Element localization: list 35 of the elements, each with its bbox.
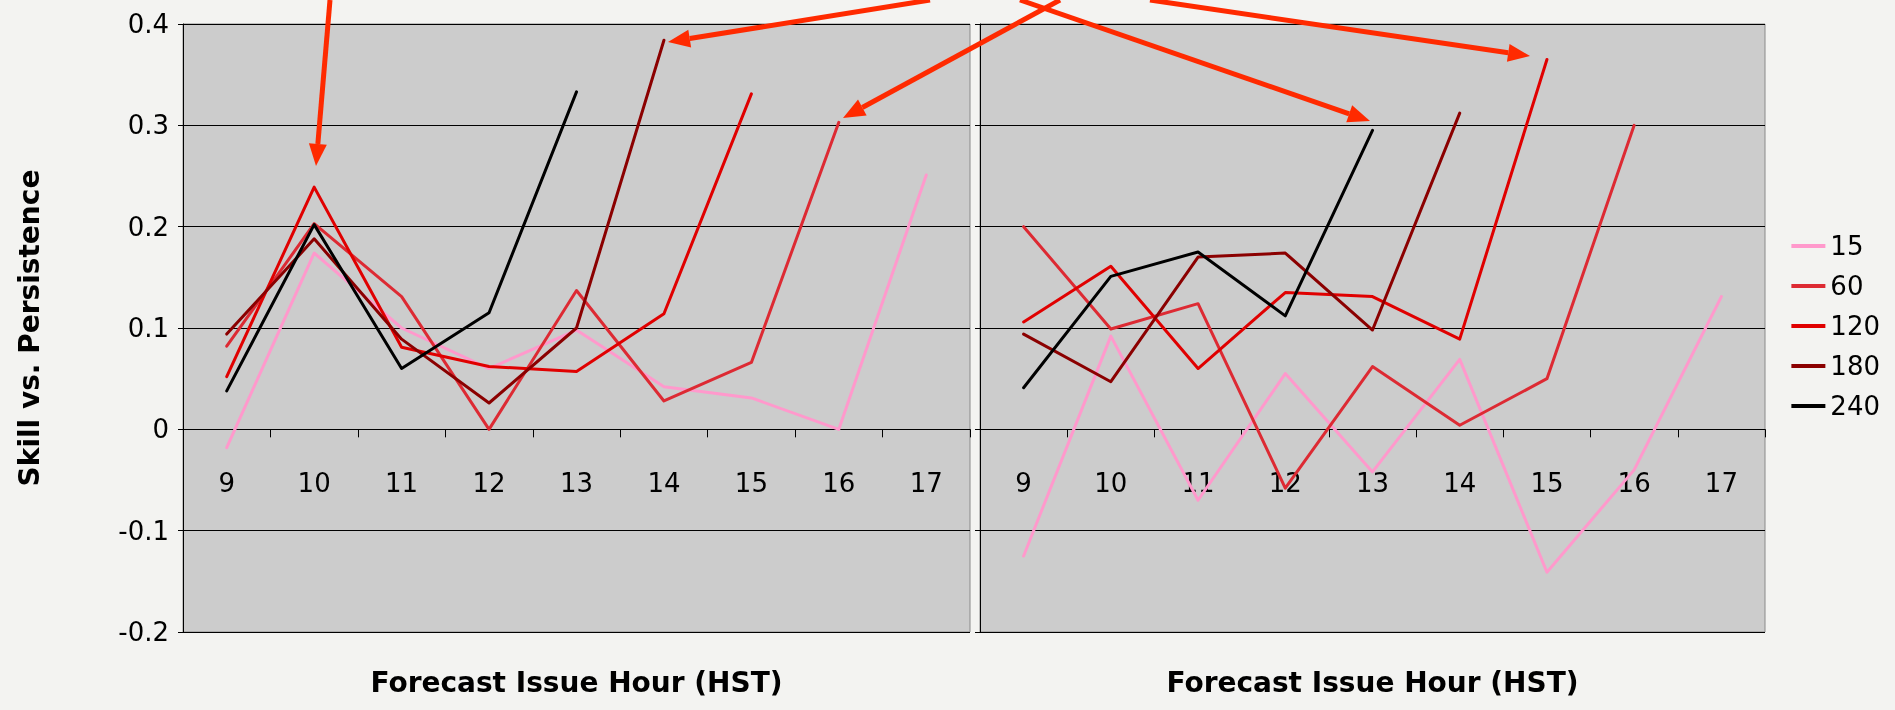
legend-label: 15 [1830,231,1864,261]
x-axis-title: Forecast Issue Hour (HST) [1166,665,1579,699]
x-tick-label: 11 [385,468,419,498]
x-tick-label: 16 [822,468,856,498]
x-tick-label: 10 [1094,468,1128,498]
x-tick-label: 14 [647,468,681,498]
y-tick-label: 0.4 [127,9,169,39]
x-axis-title: Forecast Issue Hour (HST) [370,665,783,699]
x-tick-label: 16 [1617,468,1651,498]
y-tick-label: 0.1 [127,313,169,343]
y-tick-label: 0 [152,414,169,445]
x-tick-label: 13 [559,468,594,498]
y-tick-label: 0.3 [127,110,169,141]
x-tick-label: 17 [1704,468,1738,498]
x-tick-label: 10 [297,468,331,498]
line-series [225,38,666,405]
x-tick-label: 14 [1443,468,1477,498]
y-tick-label: -0.2 [118,617,169,647]
x-tick-label: 15 [1530,468,1564,498]
line-series [225,92,753,379]
x-tick-label: 9 [1015,468,1032,498]
x-tick-label: 15 [734,468,768,498]
y-axis-title: Skill vs. Persistence [12,169,46,487]
x-tick-label: 9 [218,468,235,498]
legend-label: 180 [1830,351,1881,381]
legend-label: 240 [1830,391,1881,421]
x-tick-label: 13 [1355,468,1390,498]
y-tick-label: -0.1 [118,515,169,546]
legend-label: 60 [1830,271,1864,301]
legend-label: 120 [1830,311,1881,341]
x-tick-label: 12 [472,468,506,498]
line-series [225,120,841,431]
x-tick-label: 17 [909,468,943,498]
line-series [225,173,928,450]
y-tick-label: 0.2 [127,211,169,242]
